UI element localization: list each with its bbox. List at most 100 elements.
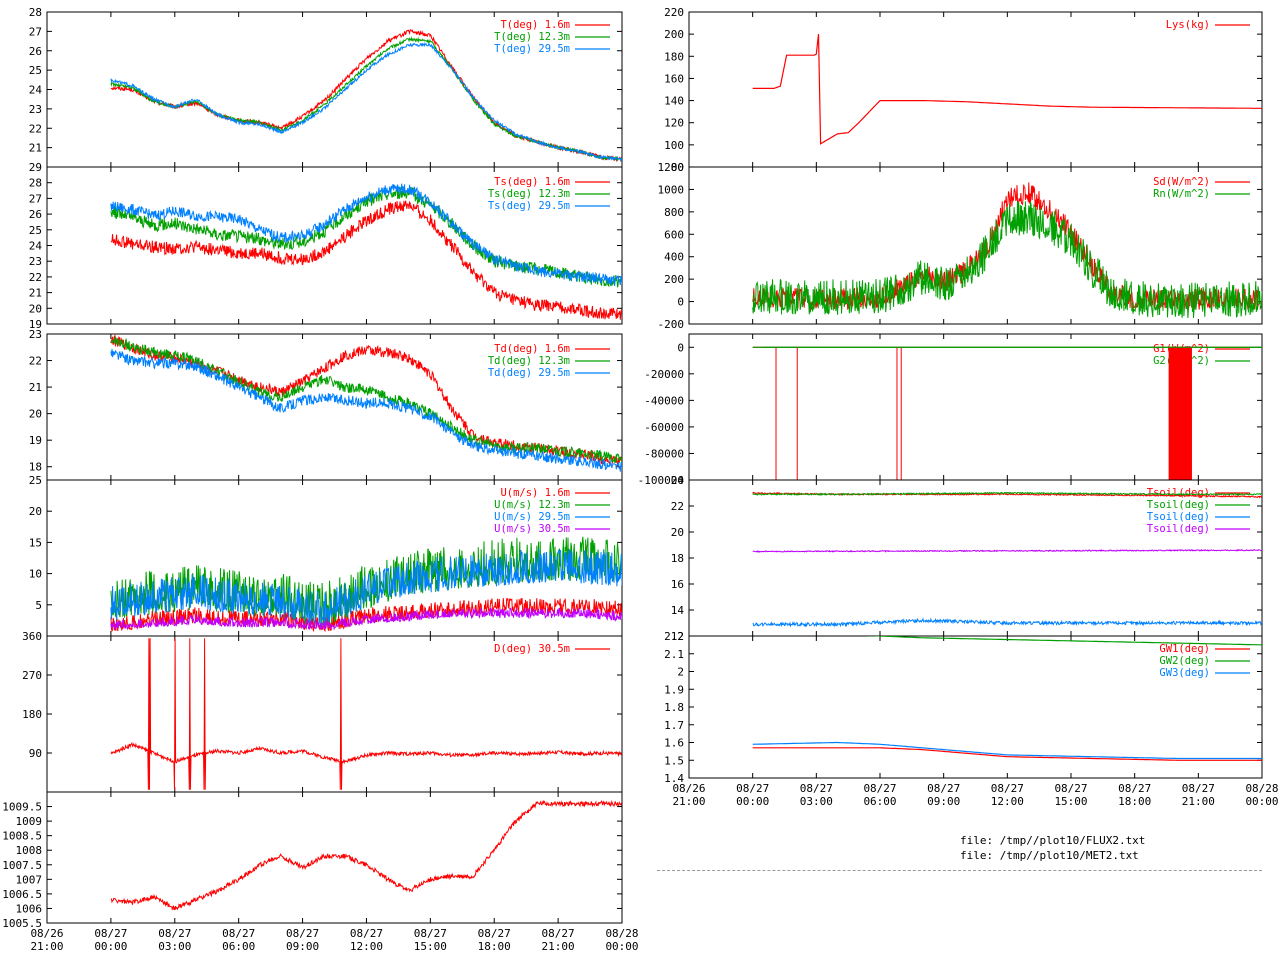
plot-frame <box>46 635 623 793</box>
y-tick-label: 200 <box>664 273 684 286</box>
legend-label: U(m/s) 29.5m <box>494 511 570 523</box>
x-tick-time: 00:00 <box>605 940 638 953</box>
x-tick-date: 08/27 <box>800 782 833 795</box>
y-tick-label: 1.7 <box>664 719 684 732</box>
x-tick-date: 08/28 <box>605 927 638 940</box>
legend-label: Rn(W/m^2) <box>1153 188 1210 200</box>
x-tick-date: 08/28 <box>1245 782 1278 795</box>
y-tick-label: 24 <box>671 474 685 487</box>
series-line-1 <box>752 747 1262 761</box>
x-tick-date: 08/27 <box>478 927 511 940</box>
y-tick-label: 160 <box>664 72 684 85</box>
legend-label: GW3(deg) <box>1159 667 1210 679</box>
y-tick-label: 15 <box>29 536 42 549</box>
legend-label: Td(deg) 1.6m <box>494 343 570 355</box>
x-tick-date: 08/27 <box>863 782 896 795</box>
y-tick-label: 20 <box>29 408 42 421</box>
y-tick-label: 20 <box>29 505 42 518</box>
y-tick-label: 1009.5 <box>2 801 42 814</box>
y-tick-label: 23 <box>29 255 42 268</box>
y-tick-label: 24 <box>29 84 43 97</box>
y-tick-label: 1.4 <box>664 772 684 785</box>
x-tick-date: 08/27 <box>414 927 447 940</box>
y-tick-label: 100 <box>664 139 684 152</box>
legend-label: T(deg) 1.6m <box>500 19 570 31</box>
y-tick-label: 1009 <box>16 815 43 828</box>
x-tick-time: 18:00 <box>478 940 511 953</box>
y-tick-label: 1.6 <box>664 737 684 750</box>
y-tick-label: 20 <box>29 302 42 315</box>
series-line-4 <box>752 548 1262 553</box>
y-tick-label: 80 <box>671 161 684 174</box>
y-tick-label: 800 <box>664 206 684 219</box>
series-line-2 <box>110 336 622 464</box>
x-tick-date: 08/26 <box>30 927 63 940</box>
legend-label: Ts(deg) 12.3m <box>488 188 570 200</box>
legend-label: GW2(deg) <box>1159 655 1210 667</box>
y-tick-label: 0 <box>677 296 684 309</box>
x-tick-time: 09:00 <box>927 795 960 808</box>
series-line-2 <box>110 36 622 162</box>
y-tick-label: 140 <box>664 95 684 108</box>
y-tick-label: 22 <box>29 122 42 135</box>
y-tick-label: 25 <box>29 64 42 77</box>
legend-label: GW1(deg) <box>1159 643 1210 655</box>
plot-frame <box>46 791 623 924</box>
y-tick-label: 21 <box>29 142 42 155</box>
y-tick-label: 18 <box>29 461 42 474</box>
panel-radiation: -200 0 200 400 600 800 1000 1200 Sd(W/m^2)Rn(W/m… <box>658 161 1263 331</box>
y-tick-label: 27 <box>29 192 42 205</box>
y-tick-label: 1.9 <box>664 683 684 696</box>
y-tick-label: 21 <box>29 381 42 394</box>
y-tick-label: 200 <box>664 28 684 41</box>
y-tick-label: 1200 <box>658 161 685 174</box>
x-tick-time: 00:00 <box>736 795 769 808</box>
y-tick-label: 25 <box>29 224 42 237</box>
series-line-2 <box>110 536 622 628</box>
x-tick-time: 09:00 <box>286 940 319 953</box>
x-tick-date: 08/27 <box>350 927 383 940</box>
y-tick-label: 2.2 <box>664 630 684 643</box>
y-tick-label: 1008 <box>16 844 43 857</box>
series-line-2 <box>752 201 1262 319</box>
series-line-2 <box>752 491 1262 497</box>
x-tick-time: 03:00 <box>800 795 833 808</box>
y-tick-label: 22 <box>29 271 42 284</box>
x-tick-time: 12:00 <box>991 795 1024 808</box>
series-line-2 <box>865 636 1262 646</box>
y-tick-label: 600 <box>664 228 684 241</box>
legend-label: Sd(W/m^2) <box>1153 176 1210 188</box>
x-tick-date: 08/27 <box>991 782 1024 795</box>
x-tick-date: 08/27 <box>158 927 191 940</box>
y-tick-label: -200 <box>658 318 685 331</box>
y-tick-label: 1000 <box>658 183 685 196</box>
legend-label: Td(deg) 12.3m <box>488 355 570 367</box>
x-tick-date: 08/27 <box>927 782 960 795</box>
series-line-1 <box>752 34 1262 145</box>
legend-label: Ts(deg) 1.6m <box>494 176 570 188</box>
x-tick-date: 08/27 <box>222 927 255 940</box>
panel-wind-direction: 90 180 270 360 D(deg) 30.5m <box>22 630 623 793</box>
y-tick-label: 1006 <box>16 902 43 915</box>
y-tick-label: 28 <box>29 6 42 19</box>
y-tick-label: 22 <box>671 500 684 513</box>
flux-block <box>1168 347 1192 480</box>
legend-label: Tsoil(deg) <box>1147 499 1210 511</box>
y-tick-label: 2 <box>677 666 684 679</box>
x-tick-date: 08/27 <box>1054 782 1087 795</box>
x-tick-time: 00:00 <box>1245 795 1278 808</box>
series-line-3 <box>110 183 622 287</box>
y-tick-label: 22 <box>29 355 42 368</box>
panel-soil-temperature: 12141618202224Tsoil(deg)Tsoil(deg)Tsoil(… <box>671 474 1263 643</box>
y-tick-label: 26 <box>29 208 42 221</box>
legend-label: Tsoil(deg) <box>1147 511 1210 523</box>
series-line-3 <box>110 41 622 162</box>
x-tick-time: 21:00 <box>30 940 63 953</box>
x-tick-time: 21:00 <box>542 940 575 953</box>
y-tick-label: 10 <box>29 568 42 581</box>
y-tick-label: 29 <box>29 161 42 174</box>
y-tick-label: 360 <box>22 630 42 643</box>
y-tick-label: 27 <box>29 25 42 38</box>
y-tick-label: 220 <box>664 6 684 19</box>
